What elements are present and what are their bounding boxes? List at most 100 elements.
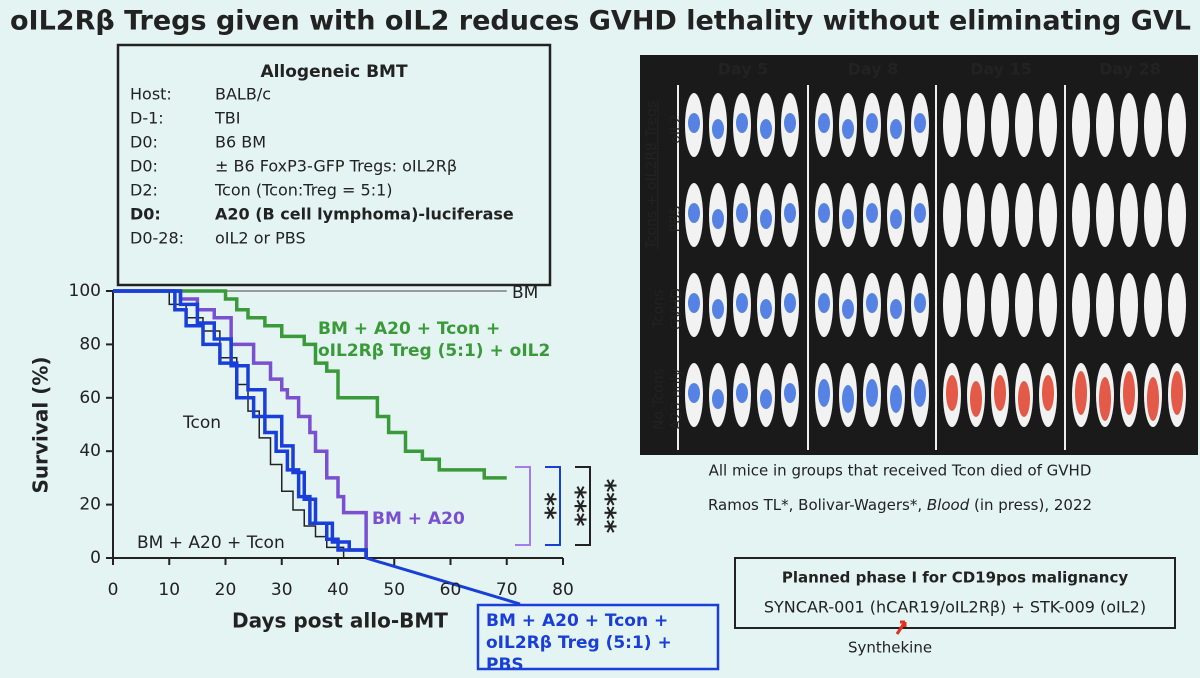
signal: [914, 379, 926, 407]
mouse: [1039, 183, 1057, 247]
planned-text: SYNCAR-001 (hCAR19/oIL2Rβ) + STK-009 (oI…: [764, 598, 1146, 617]
sig-bracket: [545, 466, 561, 546]
x-axis-title: Days post allo-BMT: [232, 609, 448, 633]
row-label: oIL2: [668, 114, 684, 143]
day-label: Day 5: [718, 60, 769, 79]
mouse: [967, 93, 985, 157]
planned-pointer: Synthekine: [848, 639, 932, 657]
signal: [712, 389, 724, 409]
signal: [890, 299, 902, 319]
signal: [818, 113, 830, 133]
survival-curve: [113, 289, 507, 480]
protocol-value: Tcon (Tcon:Treg = 5:1): [214, 181, 393, 200]
signal: [946, 375, 958, 411]
citation-part: Blood: [927, 496, 970, 514]
signal: [890, 209, 902, 229]
x-tick-label: 40: [327, 580, 349, 600]
mouse: [1072, 273, 1090, 337]
protocol-key: D2:: [130, 181, 158, 200]
caption: All mice in groups that received Tcon di…: [709, 462, 1092, 480]
mouse: [1096, 183, 1114, 247]
signal: [866, 379, 878, 407]
signal: [842, 385, 854, 413]
signal: [890, 119, 902, 139]
mouse: [1096, 93, 1114, 157]
series-label: Tcon: [183, 413, 222, 433]
mouse: [1015, 93, 1033, 157]
signal: [688, 113, 700, 133]
signal: [818, 203, 830, 223]
mouse: [1144, 183, 1162, 247]
series-label: BM + A20 + Tcon + oIL2Rβ Treg (5:1) + oI…: [318, 319, 551, 361]
signal: [1147, 377, 1159, 421]
series-label-wrap: BM + A20 + Tcon + oIL2Rβ Treg (5:1) + oI…: [318, 319, 551, 361]
mouse: [1015, 183, 1033, 247]
row-label: A20 only: [669, 368, 685, 429]
mouse: [967, 183, 985, 247]
protocol-key: Host:: [130, 85, 172, 104]
signal: [712, 299, 724, 319]
y-tick-label: 40: [79, 441, 101, 461]
mouse: [991, 93, 1009, 157]
protocol-box: [116, 43, 552, 287]
series-label: BM: [512, 283, 539, 303]
mouse: [943, 93, 961, 157]
signal: [1099, 377, 1111, 421]
day-label: Day 28: [1099, 60, 1161, 79]
signal: [1123, 371, 1135, 415]
protocol-heading: Allogeneic BMT: [260, 62, 408, 82]
signal: [736, 203, 748, 223]
signal: [760, 389, 772, 409]
mouse: [943, 273, 961, 337]
mouse: [1039, 273, 1057, 337]
signal: [736, 293, 748, 313]
y-tick-label: 80: [79, 334, 101, 354]
mouse: [1120, 273, 1138, 337]
planned-box: [734, 557, 1176, 629]
citation-part: (in press), 2022: [969, 496, 1092, 514]
series-label: BM + A20 + Tcon: [137, 533, 285, 553]
series-label: BM + A20 + Tcon + oIL2Rβ Treg (5:1) + PB…: [486, 611, 672, 675]
signal: [914, 203, 926, 223]
mouse: [1096, 273, 1114, 337]
signal: [866, 113, 878, 133]
signal: [914, 113, 926, 133]
y-tick-label: 20: [79, 495, 101, 515]
signal: [688, 203, 700, 223]
signal: [866, 293, 878, 313]
signal: [818, 293, 830, 313]
signal: [784, 383, 796, 403]
mouse: [991, 273, 1009, 337]
mouse: [1015, 273, 1033, 337]
protocol-value: oIL2 or PBS: [215, 229, 306, 248]
signal: [688, 293, 700, 313]
mouse: [1072, 93, 1090, 157]
signal: [736, 113, 748, 133]
mouse: [1168, 273, 1186, 337]
x-tick-label: 30: [271, 580, 293, 600]
signal: [842, 209, 854, 229]
x-tick-label: 60: [440, 580, 462, 600]
mouse: [1144, 273, 1162, 337]
signal: [890, 385, 902, 413]
mouse: [943, 183, 961, 247]
signal: [712, 209, 724, 229]
y-tick-label: 0: [90, 548, 101, 568]
mouse: [967, 273, 985, 337]
significance: ****: [591, 479, 621, 534]
mouse: [991, 183, 1009, 247]
sig-bracket: [515, 466, 531, 546]
protocol-value: A20 (B cell lymphoma)-luciferase: [215, 205, 514, 224]
signal: [784, 113, 796, 133]
planned-heading: Planned phase I for CD19pos malignancy: [782, 569, 1129, 587]
signal: [842, 119, 854, 139]
protocol-key: D0:: [130, 157, 158, 176]
series-label-wrap: BM: [512, 283, 539, 303]
signal: [736, 383, 748, 403]
sig-bracket: [575, 466, 591, 546]
pointer-arrow: [895, 620, 907, 635]
protocol-key: D-1:: [130, 109, 164, 128]
day-label: Day 8: [848, 60, 899, 79]
